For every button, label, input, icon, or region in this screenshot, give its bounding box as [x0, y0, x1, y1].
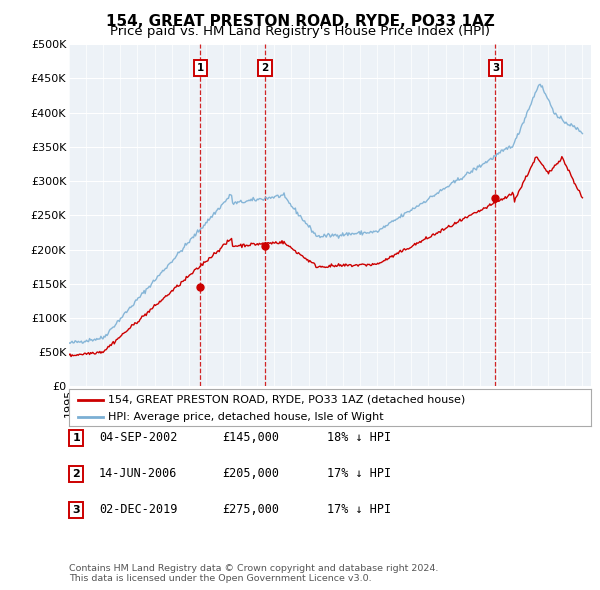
Text: 18% ↓ HPI: 18% ↓ HPI	[327, 431, 391, 444]
Text: 2: 2	[73, 469, 80, 478]
Text: 3: 3	[73, 505, 80, 514]
Text: £145,000: £145,000	[222, 431, 279, 444]
Text: 17% ↓ HPI: 17% ↓ HPI	[327, 467, 391, 480]
Text: 3: 3	[492, 63, 499, 73]
Text: £205,000: £205,000	[222, 467, 279, 480]
Text: 04-SEP-2002: 04-SEP-2002	[99, 431, 178, 444]
Text: 154, GREAT PRESTON ROAD, RYDE, PO33 1AZ (detached house): 154, GREAT PRESTON ROAD, RYDE, PO33 1AZ …	[108, 395, 466, 405]
Text: 14-JUN-2006: 14-JUN-2006	[99, 467, 178, 480]
Text: 1: 1	[197, 63, 204, 73]
Text: HPI: Average price, detached house, Isle of Wight: HPI: Average price, detached house, Isle…	[108, 412, 384, 422]
Text: £275,000: £275,000	[222, 503, 279, 516]
Text: 154, GREAT PRESTON ROAD, RYDE, PO33 1AZ: 154, GREAT PRESTON ROAD, RYDE, PO33 1AZ	[106, 14, 494, 28]
Text: Contains HM Land Registry data © Crown copyright and database right 2024.
This d: Contains HM Land Registry data © Crown c…	[69, 563, 439, 583]
Text: 17% ↓ HPI: 17% ↓ HPI	[327, 503, 391, 516]
Text: Price paid vs. HM Land Registry's House Price Index (HPI): Price paid vs. HM Land Registry's House …	[110, 25, 490, 38]
Text: 02-DEC-2019: 02-DEC-2019	[99, 503, 178, 516]
Text: 2: 2	[262, 63, 269, 73]
Text: 1: 1	[73, 433, 80, 442]
